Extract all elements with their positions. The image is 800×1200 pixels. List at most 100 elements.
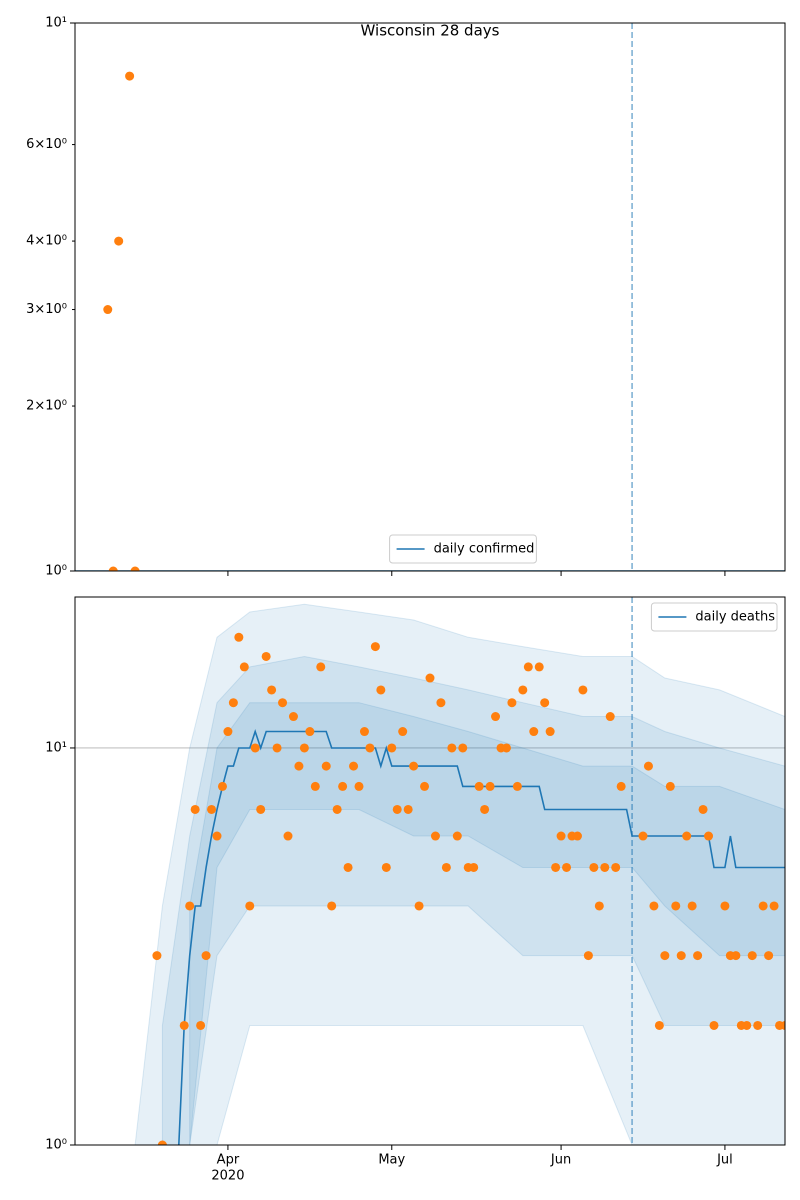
y-tick-label: 3×10⁰ — [26, 302, 67, 317]
data-point — [491, 712, 501, 722]
legend-box — [650, 602, 778, 632]
uncertainty-band — [189, 702, 785, 1145]
data-point — [196, 1020, 206, 1030]
data-point — [288, 712, 298, 722]
data-point — [354, 781, 364, 791]
legend: daily confirmed — [389, 534, 537, 564]
data-point — [425, 673, 435, 683]
data-point — [649, 901, 659, 911]
x-tick-label: Apr — [217, 1153, 240, 1168]
data-point — [239, 662, 249, 672]
y-tick-label: 10⁰ — [45, 1138, 67, 1153]
axes-frame — [74, 22, 786, 572]
data-point — [458, 743, 468, 753]
data-point — [769, 901, 779, 911]
data-point — [693, 951, 703, 961]
data-point — [676, 951, 686, 961]
data-point — [207, 804, 217, 814]
data-point — [665, 781, 675, 791]
data-point — [294, 761, 304, 771]
data-point — [114, 236, 124, 246]
data-point — [272, 743, 282, 753]
data-point — [534, 662, 544, 672]
data-point — [305, 727, 315, 737]
data-point — [267, 685, 277, 695]
data-point — [764, 951, 774, 961]
y-tick-label: 10¹ — [45, 16, 67, 31]
data-point — [780, 1020, 785, 1030]
data-point — [365, 743, 375, 753]
data-point — [398, 727, 408, 737]
data-point — [278, 698, 288, 708]
data-point — [387, 743, 397, 753]
data-point — [512, 781, 522, 791]
plot-area — [75, 23, 785, 571]
data-point — [245, 901, 255, 911]
legend-label: daily confirmed — [434, 542, 535, 557]
data-point — [201, 951, 211, 961]
data-point — [283, 831, 293, 841]
data-point — [370, 642, 380, 652]
data-point — [480, 804, 490, 814]
y-tick-label: 10¹ — [45, 740, 67, 755]
data-point — [190, 804, 200, 814]
data-point — [583, 951, 593, 961]
data-point — [250, 743, 260, 753]
data-point — [605, 712, 615, 722]
data-point — [600, 862, 610, 872]
data-point — [742, 1020, 752, 1030]
data-point — [523, 662, 533, 672]
data-point — [409, 761, 419, 771]
data-point — [430, 831, 440, 841]
plot-area — [75, 597, 785, 1145]
data-point — [316, 662, 326, 672]
data-point — [485, 781, 495, 791]
data-point — [660, 951, 670, 961]
data-point — [452, 831, 462, 841]
uncertainty-band — [134, 603, 785, 1145]
data-point — [108, 566, 118, 571]
data-point — [125, 71, 135, 81]
data-point — [441, 862, 451, 872]
data-point — [217, 781, 227, 791]
data-point — [212, 831, 222, 841]
data-point — [671, 901, 681, 911]
data-point — [594, 901, 604, 911]
data-point — [179, 1020, 189, 1030]
data-point — [731, 951, 741, 961]
data-point — [376, 685, 386, 695]
data-point — [551, 862, 561, 872]
data-point — [638, 831, 648, 841]
data-point — [403, 804, 413, 814]
data-point — [507, 698, 517, 708]
data-point — [578, 685, 588, 695]
data-point — [572, 831, 582, 841]
data-point — [420, 781, 430, 791]
legend: daily deaths — [650, 602, 778, 632]
data-point — [436, 698, 446, 708]
data-point — [687, 901, 697, 911]
data-point — [753, 1020, 763, 1030]
data-point — [611, 862, 621, 872]
y-tick-label: 4×10⁰ — [26, 234, 67, 249]
x-tick-label: May — [378, 1153, 405, 1168]
data-point — [682, 831, 692, 841]
x-tick-label: Jun — [550, 1153, 571, 1168]
uncertainty-band — [161, 655, 785, 1145]
data-point — [349, 761, 359, 771]
y-tick-label: 6×10⁰ — [26, 137, 67, 152]
legend-label: daily deaths — [695, 610, 775, 625]
data-point — [545, 727, 555, 737]
data-point — [130, 566, 140, 571]
data-line — [178, 728, 785, 1145]
data-point — [704, 831, 714, 841]
data-point — [321, 761, 331, 771]
data-point — [616, 781, 626, 791]
axes-frame — [74, 596, 786, 1146]
data-point — [562, 862, 572, 872]
data-point — [698, 804, 708, 814]
data-point — [299, 743, 309, 753]
data-point — [392, 804, 402, 814]
